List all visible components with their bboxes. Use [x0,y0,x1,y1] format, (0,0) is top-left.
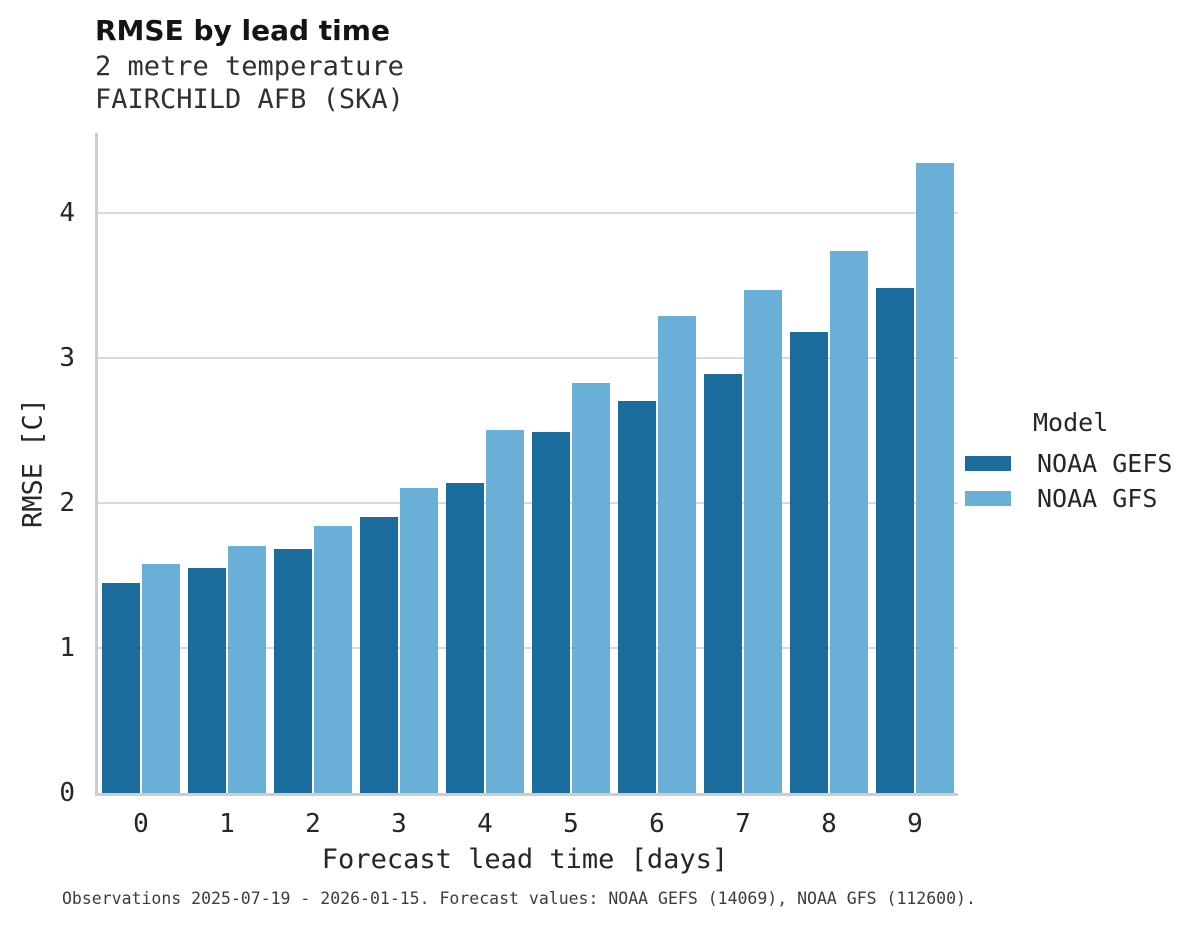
bar-noaa-gfs-lead-1 [228,546,266,793]
gridline-y-3 [98,356,958,359]
x-tick-label-1: 1 [219,809,235,839]
chart-title: RMSE by lead time [95,14,390,47]
legend-label-noaa-gefs: NOAA GEFS [1037,449,1173,478]
x-tick-label-9: 9 [907,809,923,839]
x-tick-label-6: 6 [649,809,665,839]
bar-noaa-gefs-lead-4 [446,482,484,793]
legend: Model NOAA GEFS NOAA GFS [965,408,1172,516]
x-tick-label-3: 3 [391,809,407,839]
bar-noaa-gfs-lead-7 [744,289,782,793]
legend-item-noaa-gfs: NOAA GFS [965,481,1172,516]
y-tick-label-0: 0 [59,778,75,808]
bar-noaa-gefs-lead-5 [532,431,570,793]
y-tick-label-1: 1 [59,632,75,663]
bar-noaa-gfs-lead-3 [400,488,438,793]
y-tick-label-4: 4 [59,197,75,228]
footer-caption: Observations 2025-07-19 - 2026-01-15. Fo… [62,889,976,908]
bar-noaa-gfs-lead-0 [142,563,180,793]
y-tick-label-3: 3 [59,342,75,373]
bar-noaa-gfs-lead-4 [486,430,524,793]
y-tick-label-2: 2 [59,487,75,518]
bar-noaa-gefs-lead-3 [360,517,398,793]
bar-noaa-gfs-lead-9 [916,163,954,793]
chart-subtitle-variable: 2 metre temperature [95,51,404,82]
bar-noaa-gefs-lead-7 [704,373,742,793]
legend-swatch-noaa-gfs [965,491,1011,506]
x-tick-label-8: 8 [821,809,837,839]
legend-swatch-noaa-gefs [965,456,1011,471]
x-tick-label-4: 4 [477,809,493,839]
legend-title: Model [1033,408,1109,437]
x-tick-label-0: 0 [133,809,149,839]
x-axis-label: Forecast lead time [days] [321,844,729,875]
bar-noaa-gfs-lead-2 [314,526,352,793]
bar-noaa-gfs-lead-6 [658,315,696,793]
bar-noaa-gfs-lead-5 [572,382,610,793]
bar-noaa-gefs-lead-8 [790,331,828,793]
bar-noaa-gefs-lead-1 [188,568,226,793]
legend-label-noaa-gfs: NOAA GFS [1037,484,1158,513]
x-tick-label-5: 5 [563,809,579,839]
legend-item-noaa-gefs: NOAA GEFS [965,446,1172,481]
bar-noaa-gefs-lead-2 [274,549,312,793]
x-tick-label-7: 7 [735,809,751,839]
gridline-y-1 [98,646,958,649]
chart-subtitle-station: FAIRCHILD AFB (SKA) [95,84,404,115]
bar-noaa-gefs-lead-0 [102,582,140,793]
gridline-y-2 [98,501,958,504]
gridline-y-4 [98,211,958,214]
bar-noaa-gfs-lead-8 [830,250,868,793]
plot-area [95,133,958,796]
bar-noaa-gefs-lead-9 [876,288,914,793]
x-tick-label-2: 2 [305,809,321,839]
bar-noaa-gefs-lead-6 [618,401,656,793]
